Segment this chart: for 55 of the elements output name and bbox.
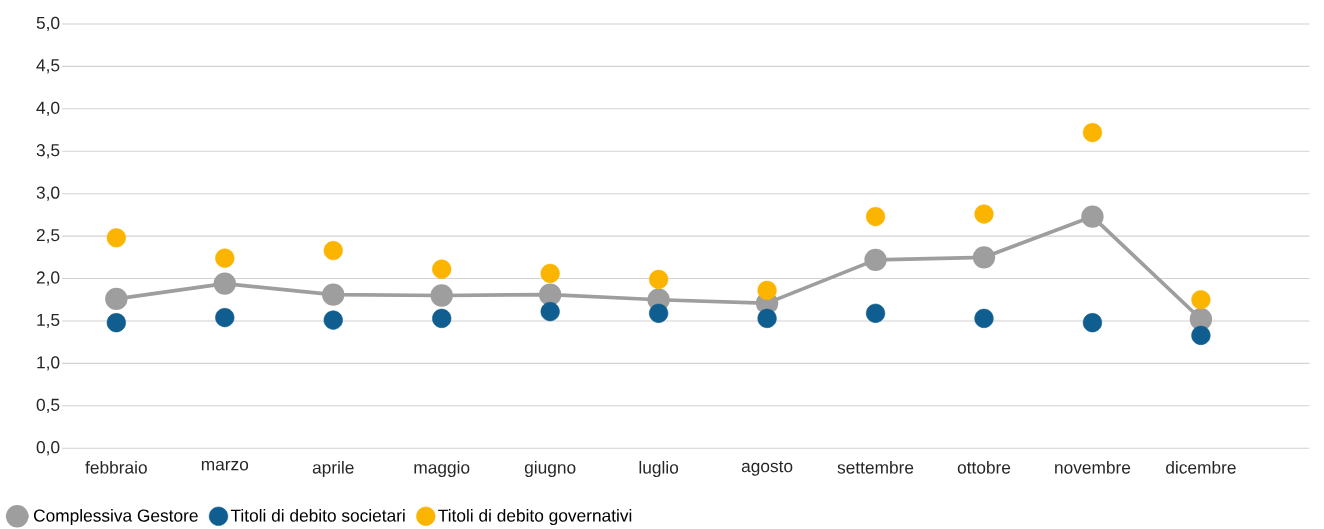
point xyxy=(105,287,128,311)
point xyxy=(1081,205,1104,228)
y-tick-label: 4,5 xyxy=(36,59,60,74)
point xyxy=(1191,290,1211,310)
y-tick-label: 3,0 xyxy=(36,186,60,201)
legend-label: Titoli di debito governativi xyxy=(438,508,632,526)
point xyxy=(540,263,560,283)
point xyxy=(215,307,235,328)
point xyxy=(432,259,452,279)
point xyxy=(432,308,452,328)
point xyxy=(974,308,994,328)
point xyxy=(106,313,126,333)
point xyxy=(323,310,343,330)
point xyxy=(322,283,345,306)
point xyxy=(972,246,996,269)
point xyxy=(974,204,994,224)
y-tick-label: 0,5 xyxy=(36,398,60,413)
x-tick-label: agosto xyxy=(741,460,793,476)
point xyxy=(215,248,235,268)
point xyxy=(540,301,560,322)
y-tick-label: 2,0 xyxy=(36,271,60,286)
x-tick-label: dicembre xyxy=(1166,460,1236,474)
x-tick-label: novembre xyxy=(1055,460,1131,474)
point xyxy=(1082,313,1103,333)
point xyxy=(649,269,669,289)
x-tick-label: marzo xyxy=(201,460,249,471)
y-tick-label: 1,5 xyxy=(37,313,60,328)
x-tick-label: maggio xyxy=(414,460,470,478)
point xyxy=(865,303,886,323)
point xyxy=(1082,122,1103,143)
point xyxy=(1191,325,1211,345)
point xyxy=(757,280,777,300)
y-tick-label: 2,5 xyxy=(36,228,60,244)
point xyxy=(213,272,236,295)
point xyxy=(538,283,562,306)
x-tick-label: ottobre xyxy=(957,460,1011,474)
point xyxy=(323,240,343,261)
y-tick-label: 1,0 xyxy=(37,356,60,371)
point xyxy=(757,308,777,328)
point xyxy=(865,206,886,227)
point xyxy=(106,228,126,248)
legend-label: Titoli di debito societari xyxy=(230,508,405,522)
x-tick-label: luglio xyxy=(639,460,679,478)
point xyxy=(649,303,669,323)
point xyxy=(430,284,453,307)
point xyxy=(864,248,887,271)
x-tick-label: settembre xyxy=(837,460,914,474)
x-tick-label: giugno xyxy=(524,460,576,478)
x-tick-label: febbraio xyxy=(85,460,147,474)
x-tick-label: aprile xyxy=(312,460,354,478)
y-tick-label: 0,0 xyxy=(36,441,60,456)
legend-label: Complessiva Gestore xyxy=(33,508,198,526)
y-tick-label: 5,0 xyxy=(36,16,60,32)
y-tick-label: 4,0 xyxy=(36,101,60,116)
y-tick-label: 3,5 xyxy=(36,144,60,159)
